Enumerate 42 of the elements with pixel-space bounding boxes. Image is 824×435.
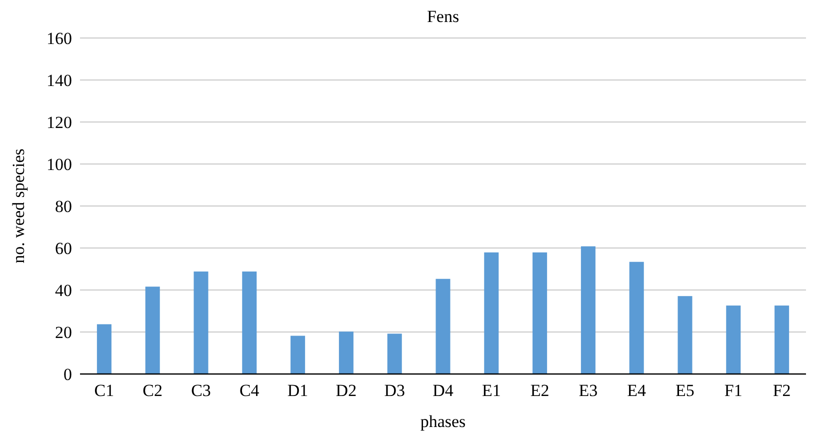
bar (387, 334, 402, 374)
y-tick-label: 120 (46, 112, 72, 132)
y-tick-label: 60 (55, 238, 72, 258)
bar (242, 272, 257, 374)
x-tick-label: D4 (432, 381, 454, 400)
y-tick-label: 140 (46, 70, 72, 90)
y-tick-label: 0 (64, 364, 72, 384)
y-tick-label: 20 (55, 322, 72, 342)
bar (338, 332, 354, 374)
bar (726, 306, 741, 374)
y-tick-label: 160 (46, 28, 72, 48)
x-tick-label: E1 (482, 381, 501, 400)
x-tick-label: C3 (191, 381, 211, 400)
bar (436, 278, 450, 374)
y-tick-label: 100 (46, 154, 72, 174)
y-tick-label: 40 (55, 280, 72, 300)
bar (678, 296, 692, 374)
x-tick-label: D2 (336, 381, 357, 400)
x-tick-label: F2 (772, 381, 791, 400)
x-tick-label: E5 (676, 381, 694, 400)
y-tick-label: 80 (55, 196, 72, 216)
x-tick-label: C2 (142, 381, 163, 400)
x-tick-label: F1 (724, 381, 742, 400)
bar (629, 262, 644, 374)
x-tick-label: D1 (287, 381, 308, 400)
bar (774, 306, 790, 374)
bar (290, 336, 306, 374)
x-tick-label: E2 (530, 381, 550, 400)
bar (96, 324, 112, 374)
bar (484, 252, 499, 374)
x-axis-title: phases (420, 412, 466, 431)
x-tick-label: D3 (384, 381, 405, 400)
x-tick-label: E3 (578, 381, 598, 400)
y-axis-title: no. weed species (9, 148, 28, 264)
x-tick-label: C1 (94, 381, 114, 400)
bar (580, 246, 596, 374)
bar (532, 252, 548, 374)
chart-title: Fens (426, 7, 460, 26)
bar (194, 272, 208, 374)
bar (145, 286, 160, 374)
x-tick-label: C4 (239, 381, 260, 400)
x-tick-label: E4 (627, 381, 647, 400)
